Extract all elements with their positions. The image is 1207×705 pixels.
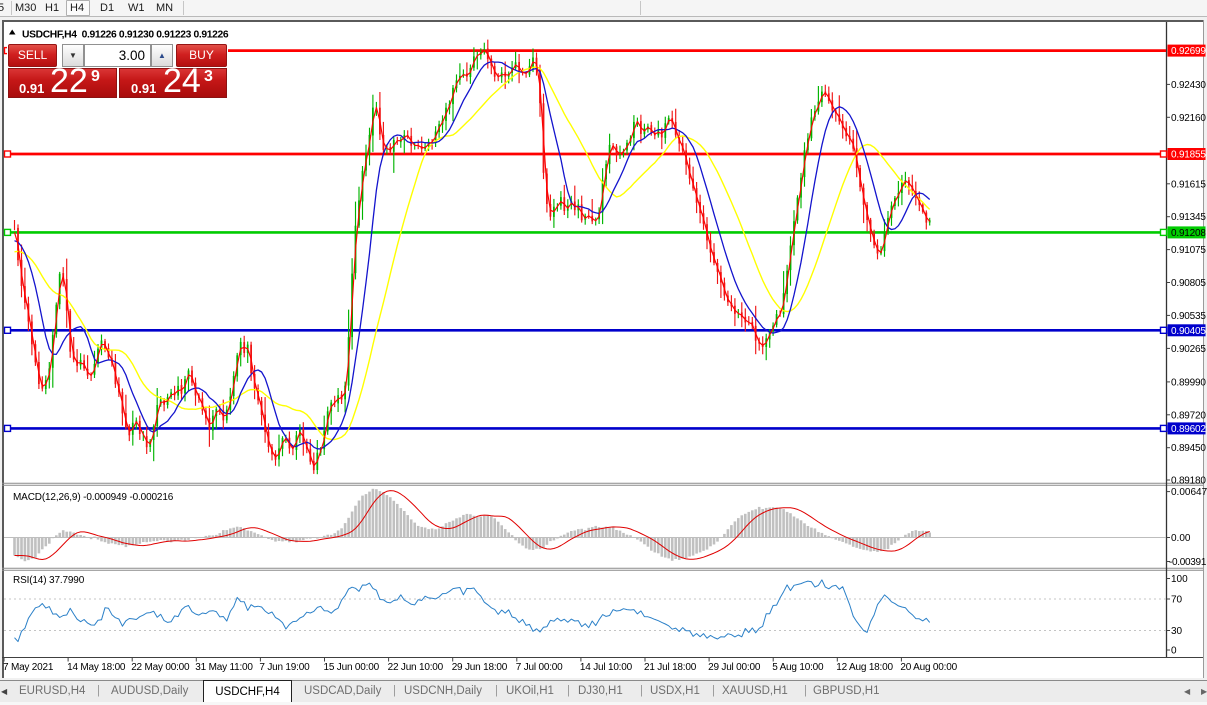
svg-text:21 Jul 18:00: 21 Jul 18:00 [644, 662, 697, 673]
svg-text:0.91855: 0.91855 [1171, 150, 1206, 161]
svg-text:100: 100 [1171, 574, 1188, 585]
svg-text:RSI(14) 37.7990: RSI(14) 37.7990 [13, 575, 85, 586]
svg-text:15 Jun 00:00: 15 Jun 00:00 [324, 662, 380, 673]
svg-text:31 May 11:00: 31 May 11:00 [195, 662, 253, 673]
svg-text:MACD(12,26,9) -0.000949 -0.000: MACD(12,26,9) -0.000949 -0.000216 [13, 492, 174, 503]
svg-text:-0.00391: -0.00391 [1169, 557, 1207, 568]
svg-text:0.89720: 0.89720 [1171, 410, 1206, 421]
svg-text:0.91345: 0.91345 [1171, 212, 1206, 223]
svg-text:0.89180: 0.89180 [1171, 476, 1206, 487]
svg-text:5 Aug 10:00: 5 Aug 10:00 [772, 662, 824, 673]
svg-text:0.90265: 0.90265 [1171, 344, 1206, 355]
svg-text:22 Jun 10:00: 22 Jun 10:00 [388, 662, 444, 673]
svg-text:7 Jul 00:00: 7 Jul 00:00 [516, 662, 563, 673]
svg-text:0.00: 0.00 [1171, 533, 1191, 544]
svg-text:0.91075: 0.91075 [1171, 245, 1206, 256]
svg-text:0.89990: 0.89990 [1171, 377, 1206, 388]
svg-text:0.89602: 0.89602 [1171, 424, 1206, 435]
svg-text:USDCHF,H4 0.91226 0.91230 0.9: USDCHF,H4 0.91226 0.91230 0.91223 0.9122… [22, 30, 229, 41]
svg-text:29 Jun 18:00: 29 Jun 18:00 [452, 662, 508, 673]
svg-text:0.90535: 0.90535 [1171, 311, 1206, 322]
svg-text:0.91615: 0.91615 [1171, 179, 1206, 190]
svg-text:70: 70 [1171, 595, 1183, 606]
svg-text:20 Aug 00:00: 20 Aug 00:00 [900, 662, 957, 673]
svg-text:22 May 00:00: 22 May 00:00 [131, 662, 190, 673]
svg-text:0.91208: 0.91208 [1171, 228, 1206, 239]
svg-text:0.90805: 0.90805 [1171, 278, 1206, 289]
svg-text:0.92699: 0.92699 [1171, 46, 1206, 57]
svg-text:14 May 18:00: 14 May 18:00 [67, 662, 126, 673]
svg-text:0.89450: 0.89450 [1171, 443, 1206, 454]
svg-text:0.92430: 0.92430 [1171, 80, 1206, 91]
svg-text:7 May 2021: 7 May 2021 [3, 662, 54, 673]
svg-text:14 Jul 10:00: 14 Jul 10:00 [580, 662, 633, 673]
svg-text:29 Jul 00:00: 29 Jul 00:00 [708, 662, 761, 673]
svg-text:0.90405: 0.90405 [1171, 326, 1206, 337]
svg-text:0.92160: 0.92160 [1171, 113, 1206, 124]
svg-text:7 Jun 19:00: 7 Jun 19:00 [259, 662, 310, 673]
svg-text:12 Aug 18:00: 12 Aug 18:00 [836, 662, 893, 673]
svg-text:0: 0 [1171, 646, 1177, 657]
svg-text:0.00647: 0.00647 [1171, 487, 1207, 498]
svg-text:30: 30 [1171, 626, 1183, 637]
